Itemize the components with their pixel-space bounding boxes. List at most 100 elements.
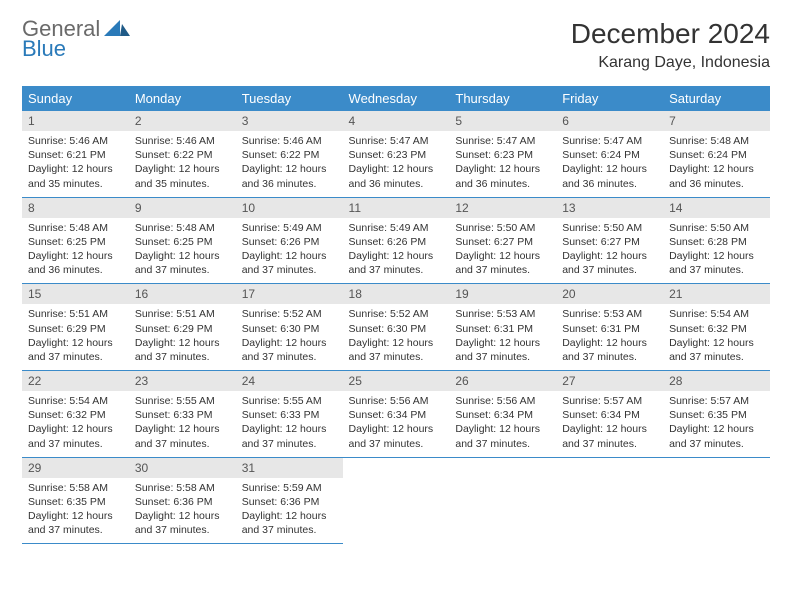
day-body: Sunrise: 5:51 AMSunset: 6:29 PMDaylight:… [129, 304, 236, 370]
month-title: December 2024 [571, 18, 770, 50]
calendar-cell [343, 457, 450, 544]
calendar-cell: 21Sunrise: 5:54 AMSunset: 6:32 PMDayligh… [663, 284, 770, 371]
day-body: Sunrise: 5:58 AMSunset: 6:35 PMDaylight:… [22, 478, 129, 544]
calendar-cell: 29Sunrise: 5:58 AMSunset: 6:35 PMDayligh… [22, 457, 129, 544]
day-body: Sunrise: 5:57 AMSunset: 6:34 PMDaylight:… [556, 391, 663, 457]
day-body: Sunrise: 5:48 AMSunset: 6:25 PMDaylight:… [22, 218, 129, 284]
day-body: Sunrise: 5:52 AMSunset: 6:30 PMDaylight:… [343, 304, 450, 370]
day-body: Sunrise: 5:55 AMSunset: 6:33 PMDaylight:… [129, 391, 236, 457]
calendar-row: 29Sunrise: 5:58 AMSunset: 6:35 PMDayligh… [22, 457, 770, 544]
calendar-cell: 8Sunrise: 5:48 AMSunset: 6:25 PMDaylight… [22, 197, 129, 284]
day-body: Sunrise: 5:54 AMSunset: 6:32 PMDaylight:… [22, 391, 129, 457]
day-number: 14 [663, 198, 770, 218]
day-body: Sunrise: 5:47 AMSunset: 6:24 PMDaylight:… [556, 131, 663, 197]
day-number: 24 [236, 371, 343, 391]
day-number: 15 [22, 284, 129, 304]
day-number: 16 [129, 284, 236, 304]
day-number: 20 [556, 284, 663, 304]
day-number: 12 [449, 198, 556, 218]
day-body: Sunrise: 5:51 AMSunset: 6:29 PMDaylight:… [22, 304, 129, 370]
weekday-header: Tuesday [236, 86, 343, 111]
calendar-cell: 31Sunrise: 5:59 AMSunset: 6:36 PMDayligh… [236, 457, 343, 544]
logo-mark-icon [104, 18, 130, 40]
day-body: Sunrise: 5:47 AMSunset: 6:23 PMDaylight:… [449, 131, 556, 197]
calendar-cell: 25Sunrise: 5:56 AMSunset: 6:34 PMDayligh… [343, 371, 450, 458]
title-block: December 2024 Karang Daye, Indonesia [571, 18, 770, 72]
day-number: 29 [22, 458, 129, 478]
weekday-header: Friday [556, 86, 663, 111]
day-number: 13 [556, 198, 663, 218]
calendar-cell: 16Sunrise: 5:51 AMSunset: 6:29 PMDayligh… [129, 284, 236, 371]
day-number: 7 [663, 111, 770, 131]
day-body: Sunrise: 5:46 AMSunset: 6:21 PMDaylight:… [22, 131, 129, 197]
day-number: 28 [663, 371, 770, 391]
day-body: Sunrise: 5:56 AMSunset: 6:34 PMDaylight:… [343, 391, 450, 457]
day-number: 10 [236, 198, 343, 218]
calendar-cell [449, 457, 556, 544]
day-number: 3 [236, 111, 343, 131]
weekday-header: Monday [129, 86, 236, 111]
day-body: Sunrise: 5:52 AMSunset: 6:30 PMDaylight:… [236, 304, 343, 370]
calendar-row: 8Sunrise: 5:48 AMSunset: 6:25 PMDaylight… [22, 197, 770, 284]
weekday-header: Wednesday [343, 86, 450, 111]
calendar-cell [663, 457, 770, 544]
calendar-cell: 30Sunrise: 5:58 AMSunset: 6:36 PMDayligh… [129, 457, 236, 544]
day-number: 8 [22, 198, 129, 218]
calendar-head: SundayMondayTuesdayWednesdayThursdayFrid… [22, 86, 770, 111]
day-number: 31 [236, 458, 343, 478]
calendar-row: 22Sunrise: 5:54 AMSunset: 6:32 PMDayligh… [22, 371, 770, 458]
weekday-row: SundayMondayTuesdayWednesdayThursdayFrid… [22, 86, 770, 111]
calendar-cell: 12Sunrise: 5:50 AMSunset: 6:27 PMDayligh… [449, 197, 556, 284]
day-number: 9 [129, 198, 236, 218]
calendar-cell: 20Sunrise: 5:53 AMSunset: 6:31 PMDayligh… [556, 284, 663, 371]
day-body: Sunrise: 5:50 AMSunset: 6:27 PMDaylight:… [556, 218, 663, 284]
calendar-cell: 14Sunrise: 5:50 AMSunset: 6:28 PMDayligh… [663, 197, 770, 284]
calendar-cell: 26Sunrise: 5:56 AMSunset: 6:34 PMDayligh… [449, 371, 556, 458]
day-number: 18 [343, 284, 450, 304]
day-body: Sunrise: 5:53 AMSunset: 6:31 PMDaylight:… [449, 304, 556, 370]
calendar-table: SundayMondayTuesdayWednesdayThursdayFrid… [22, 86, 770, 544]
page-header: General Blue December 2024 Karang Daye, … [22, 18, 770, 72]
day-number: 21 [663, 284, 770, 304]
calendar-cell: 11Sunrise: 5:49 AMSunset: 6:26 PMDayligh… [343, 197, 450, 284]
day-body: Sunrise: 5:48 AMSunset: 6:25 PMDaylight:… [129, 218, 236, 284]
calendar-cell: 6Sunrise: 5:47 AMSunset: 6:24 PMDaylight… [556, 111, 663, 197]
location-label: Karang Daye, Indonesia [571, 54, 770, 72]
logo: General Blue [22, 18, 130, 60]
day-number: 26 [449, 371, 556, 391]
day-number: 4 [343, 111, 450, 131]
calendar-cell: 10Sunrise: 5:49 AMSunset: 6:26 PMDayligh… [236, 197, 343, 284]
day-body: Sunrise: 5:55 AMSunset: 6:33 PMDaylight:… [236, 391, 343, 457]
calendar-row: 1Sunrise: 5:46 AMSunset: 6:21 PMDaylight… [22, 111, 770, 197]
weekday-header: Sunday [22, 86, 129, 111]
weekday-header: Thursday [449, 86, 556, 111]
calendar-cell: 23Sunrise: 5:55 AMSunset: 6:33 PMDayligh… [129, 371, 236, 458]
day-number: 1 [22, 111, 129, 131]
calendar-cell: 27Sunrise: 5:57 AMSunset: 6:34 PMDayligh… [556, 371, 663, 458]
day-number: 27 [556, 371, 663, 391]
day-body: Sunrise: 5:47 AMSunset: 6:23 PMDaylight:… [343, 131, 450, 197]
day-number: 23 [129, 371, 236, 391]
weekday-header: Saturday [663, 86, 770, 111]
day-body: Sunrise: 5:59 AMSunset: 6:36 PMDaylight:… [236, 478, 343, 544]
day-number: 30 [129, 458, 236, 478]
day-body: Sunrise: 5:49 AMSunset: 6:26 PMDaylight:… [236, 218, 343, 284]
calendar-cell: 2Sunrise: 5:46 AMSunset: 6:22 PMDaylight… [129, 111, 236, 197]
day-body: Sunrise: 5:49 AMSunset: 6:26 PMDaylight:… [343, 218, 450, 284]
day-body: Sunrise: 5:46 AMSunset: 6:22 PMDaylight:… [236, 131, 343, 197]
day-number: 5 [449, 111, 556, 131]
day-number: 6 [556, 111, 663, 131]
day-number: 2 [129, 111, 236, 131]
day-body: Sunrise: 5:48 AMSunset: 6:24 PMDaylight:… [663, 131, 770, 197]
calendar-row: 15Sunrise: 5:51 AMSunset: 6:29 PMDayligh… [22, 284, 770, 371]
calendar-cell: 19Sunrise: 5:53 AMSunset: 6:31 PMDayligh… [449, 284, 556, 371]
day-body: Sunrise: 5:58 AMSunset: 6:36 PMDaylight:… [129, 478, 236, 544]
day-body: Sunrise: 5:46 AMSunset: 6:22 PMDaylight:… [129, 131, 236, 197]
calendar-cell: 4Sunrise: 5:47 AMSunset: 6:23 PMDaylight… [343, 111, 450, 197]
calendar-body: 1Sunrise: 5:46 AMSunset: 6:21 PMDaylight… [22, 111, 770, 544]
calendar-cell: 3Sunrise: 5:46 AMSunset: 6:22 PMDaylight… [236, 111, 343, 197]
calendar-cell [556, 457, 663, 544]
day-number: 22 [22, 371, 129, 391]
day-body: Sunrise: 5:54 AMSunset: 6:32 PMDaylight:… [663, 304, 770, 370]
day-number: 11 [343, 198, 450, 218]
